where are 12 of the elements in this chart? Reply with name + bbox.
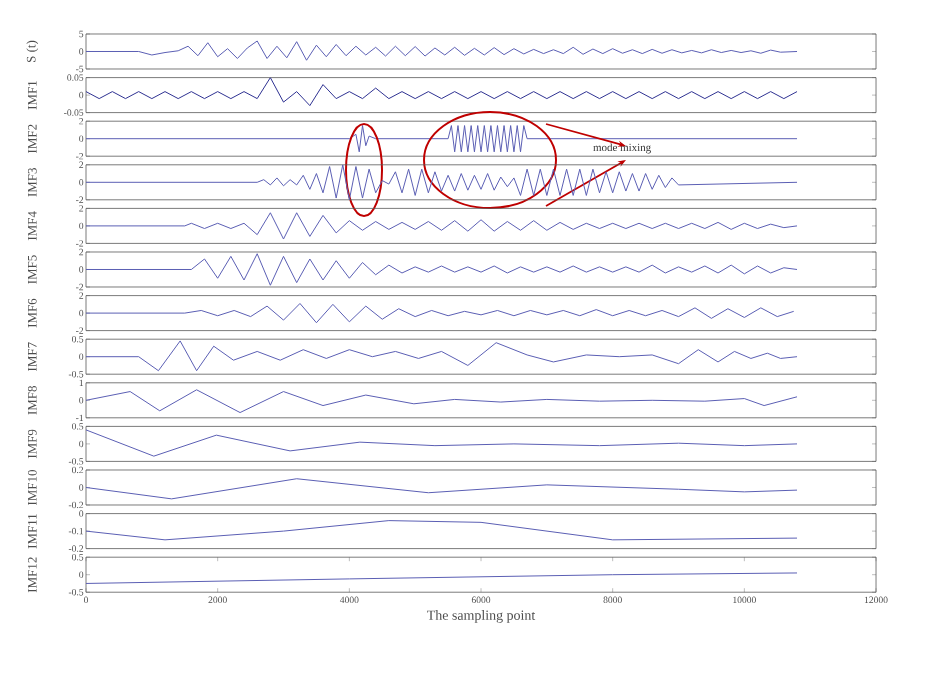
line-series	[86, 125, 798, 153]
line-series	[86, 340, 798, 372]
line-series	[86, 77, 798, 107]
line-series	[86, 389, 798, 414]
line-series	[86, 40, 798, 61]
line-series	[86, 212, 798, 240]
line-series	[86, 302, 795, 324]
line-series	[86, 164, 798, 200]
line-series	[86, 520, 798, 541]
line-series	[86, 253, 798, 286]
line-series	[86, 429, 798, 457]
line-series	[86, 478, 798, 500]
